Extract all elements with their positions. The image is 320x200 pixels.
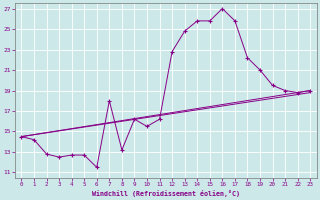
X-axis label: Windchill (Refroidissement éolien,°C): Windchill (Refroidissement éolien,°C) xyxy=(92,190,240,197)
